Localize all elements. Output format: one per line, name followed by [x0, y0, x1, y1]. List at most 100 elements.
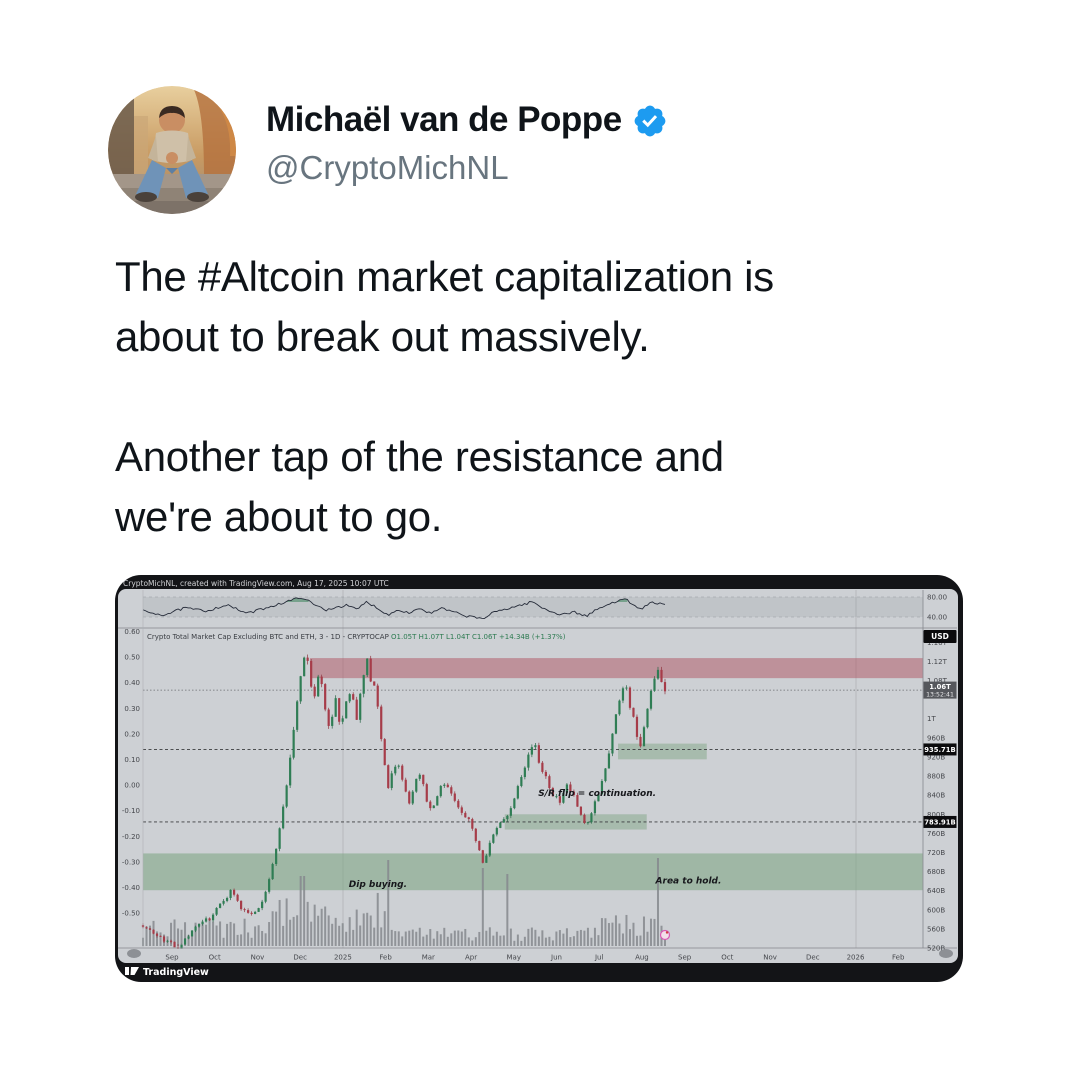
left-axis-label: -0.10 [122, 807, 140, 815]
volume-bar [310, 921, 313, 946]
axis-scroll-right-button[interactable] [939, 949, 953, 958]
candle-body [324, 684, 327, 710]
candle-body [618, 700, 621, 715]
candle-body [394, 766, 397, 774]
candle-body [443, 784, 446, 786]
volume-bar [366, 912, 369, 946]
volume-bar [352, 929, 355, 946]
volume-bar [509, 928, 512, 946]
rsi-axis-label: 80.00 [927, 594, 947, 602]
candle-body [576, 795, 579, 807]
user-handle[interactable]: @CryptoMichNL [266, 149, 509, 186]
time-axis-label: Oct [209, 954, 221, 962]
volume-bar [625, 914, 628, 946]
candle-body [628, 687, 632, 708]
volume-bar [159, 932, 162, 946]
volume-bar [422, 936, 425, 946]
candle-body [544, 771, 547, 777]
chart-attribution: CryptoMichNL, created with TradingView.c… [123, 579, 389, 588]
candle-body [257, 908, 260, 912]
volume-bar [296, 915, 299, 946]
volume-bar [334, 917, 337, 946]
rsi-line [142, 597, 666, 620]
volume-bar [369, 915, 372, 946]
candle-body [152, 929, 155, 934]
price-axis-label: 800B [927, 811, 945, 819]
price-axis-label: 1.12T [927, 658, 948, 666]
volume-bar [653, 918, 656, 946]
candle-body [180, 944, 183, 949]
candle-body [621, 688, 625, 701]
candle-body [425, 784, 428, 802]
volume-bar [492, 935, 495, 946]
left-axis-label: 0.20 [124, 730, 140, 738]
left-axis-label: 0.30 [124, 705, 140, 713]
candle-body [660, 669, 663, 683]
candle-body [593, 801, 597, 814]
volume-bar [177, 928, 180, 946]
chart-background [118, 589, 958, 963]
hold-band [143, 853, 923, 891]
volume-bar [264, 933, 267, 946]
candle-body [436, 796, 439, 806]
volume-bar [415, 931, 418, 946]
volume-bar [320, 908, 323, 946]
candle-body [327, 709, 330, 726]
left-axis-label: 0.60 [124, 628, 140, 636]
current-price-badge [923, 681, 957, 699]
volume-bar [642, 916, 645, 946]
candle-body [471, 819, 474, 829]
candle-body [145, 927, 148, 929]
candle-body [523, 767, 526, 778]
time-axis-label: Aug [635, 954, 649, 962]
candle-body [320, 676, 323, 685]
candle-body [467, 817, 470, 820]
volume-bar [219, 921, 222, 946]
candle-body [481, 850, 484, 863]
candle-body [208, 918, 211, 921]
volume-bar [614, 915, 617, 946]
volume-bar [215, 925, 218, 946]
volume-bar [607, 923, 610, 946]
candle-body [457, 800, 460, 808]
candle-body [166, 940, 169, 942]
volume-bar [628, 929, 631, 946]
candle-body [530, 747, 533, 755]
tradingview-chart-svg[interactable]: S/R flip = continuation. Area to hold. Dip… [115, 575, 963, 982]
tweet-text-line: we're about to go. [115, 493, 443, 540]
volume-bar [474, 937, 477, 946]
candle-body [194, 926, 197, 931]
volume-bar [534, 929, 537, 946]
volume-bar [565, 928, 568, 946]
tradingview-chart-card[interactable]: S/R flip = continuation. Area to hold. Dip… [115, 575, 963, 982]
volume-bar [184, 922, 187, 946]
sr-upper-badge [923, 743, 957, 756]
volume-bar [327, 915, 330, 946]
volume-bar [516, 934, 519, 946]
candle-body [254, 911, 257, 914]
candle-body [232, 889, 236, 895]
tweet-text: The #Altcoin market capitalization is ab… [115, 247, 955, 547]
left-axis-label: 0.00 [124, 782, 140, 790]
candle-body [632, 707, 635, 717]
chart-annotation: S/R flip = continuation. [538, 789, 656, 799]
currency-button[interactable] [923, 630, 957, 643]
volume-bar [467, 937, 470, 946]
volume-bar [257, 925, 260, 946]
volume-bar [292, 916, 295, 946]
time-axis-label: Sep [165, 954, 179, 962]
tweet-header: Michaël van de Poppe @CryptoMichNL [108, 86, 668, 214]
candle-body [243, 909, 246, 911]
avatar[interactable] [108, 86, 236, 214]
volume-bar [359, 925, 362, 946]
candle-body [250, 912, 253, 914]
volume-bar [380, 927, 383, 946]
display-name[interactable]: Michaël van de Poppe [266, 100, 622, 139]
axis-scroll-left-button[interactable] [127, 949, 141, 958]
candle-body [229, 889, 232, 898]
candle-body [418, 774, 421, 779]
volume-bar [457, 930, 460, 946]
price-axis-label: 840B [927, 792, 945, 800]
time-axis-label: May [507, 954, 521, 962]
candle-body [663, 682, 667, 692]
